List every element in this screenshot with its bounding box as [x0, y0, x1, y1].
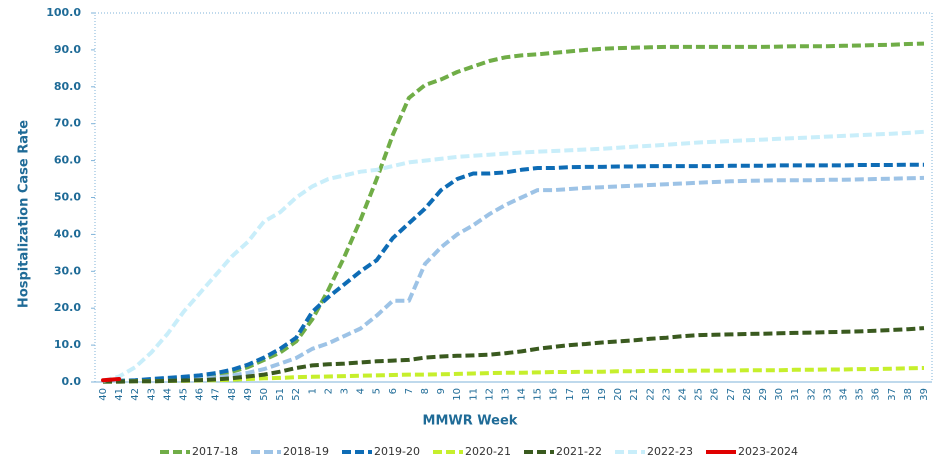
y-tick-label: 80.0 — [54, 80, 81, 93]
x-tick-label: 27 — [726, 388, 737, 401]
x-tick-label: 49 — [243, 388, 254, 401]
x-tick-label: 29 — [758, 388, 769, 401]
x-tick-label: 11 — [468, 388, 479, 401]
x-tick-label: 34 — [838, 388, 849, 401]
x-tick-label: 7 — [404, 388, 415, 394]
y-tick-label: 90.0 — [54, 43, 81, 56]
x-tick-label: 37 — [887, 388, 898, 401]
y-tick-label: 40.0 — [54, 227, 81, 240]
x-tick-label: 5 — [372, 388, 383, 394]
x-tick-label: 4 — [356, 388, 367, 394]
x-tick-label: 43 — [146, 388, 157, 401]
x-tick-label: 33 — [822, 388, 833, 401]
x-tick-label: 18 — [581, 388, 592, 401]
y-axis-title: Hospitalization Case Rate — [17, 120, 32, 308]
x-tick-label: 20 — [613, 388, 624, 401]
plot-border — [94, 12, 933, 383]
series-line — [102, 41, 925, 384]
x-tick-label: 40 — [98, 388, 109, 401]
legend-label: 2017-18 — [192, 445, 238, 458]
x-tick-label: 1 — [307, 388, 318, 394]
series-line — [102, 162, 924, 384]
x-tick-label: 35 — [855, 388, 866, 401]
x-tick-label: 23 — [661, 388, 672, 401]
x-tick-label: 17 — [565, 388, 576, 401]
x-tick-label: 46 — [195, 388, 206, 401]
x-tick-label: 21 — [629, 388, 640, 401]
x-tick-label: 48 — [227, 388, 238, 401]
legend-label: 2021-22 — [556, 445, 602, 458]
x-tick-label: 25 — [694, 388, 705, 401]
x-tick-label: 52 — [291, 388, 302, 401]
y-tick-label: 100.0 — [46, 6, 81, 19]
y-tick-label: 30.0 — [54, 264, 81, 277]
legend-label: 2019-20 — [374, 445, 420, 458]
series-line — [101, 377, 122, 383]
legend-label: 2018-19 — [283, 445, 329, 458]
x-tick-label: 26 — [710, 388, 721, 401]
legend-label: 2020-21 — [465, 445, 511, 458]
x-tick-label: 36 — [871, 388, 882, 401]
x-tick-label: 41 — [114, 388, 125, 401]
x-tick-label: 28 — [742, 388, 753, 401]
x-axis-title: MMWR Week — [423, 414, 518, 429]
x-tick-label: 45 — [179, 388, 190, 401]
x-tick-label: 12 — [484, 388, 495, 401]
series-line — [103, 175, 925, 384]
x-tick-label: 44 — [162, 388, 173, 401]
x-tick-label: 14 — [517, 388, 528, 401]
x-tick-label: 32 — [806, 388, 817, 401]
x-tick-label: 6 — [388, 388, 399, 394]
x-tick-label: 50 — [259, 388, 270, 401]
x-tick-label: 2 — [323, 388, 334, 394]
x-tick-label: 22 — [645, 388, 656, 401]
x-tick-label: 30 — [774, 388, 785, 401]
x-tick-label: 3 — [339, 388, 350, 394]
x-tick-label: 51 — [275, 388, 286, 401]
x-tick-label: 9 — [436, 388, 447, 394]
x-tick-label: 8 — [420, 388, 431, 394]
x-tick-label: 38 — [903, 388, 914, 401]
series-line — [103, 326, 925, 384]
legend-label: 2022-23 — [647, 445, 693, 458]
x-tick-label: 42 — [130, 388, 141, 401]
series-line — [102, 129, 925, 383]
y-tick-label: 0.0 — [62, 375, 82, 388]
x-tick-label: 24 — [678, 388, 689, 401]
legend-label: 2023-2024 — [738, 445, 798, 458]
x-tick-label: 19 — [597, 388, 608, 401]
y-tick-label: 60.0 — [54, 154, 81, 167]
x-tick-label: 16 — [549, 388, 560, 401]
y-tick-label: 70.0 — [54, 117, 81, 130]
x-tick-label: 31 — [790, 388, 801, 401]
x-tick-label: 39 — [919, 388, 930, 401]
x-tick-label: 13 — [500, 388, 511, 401]
x-tick-label: 15 — [533, 388, 544, 401]
y-tick-label: 10.0 — [54, 338, 81, 351]
x-tick-label: 10 — [452, 388, 463, 401]
x-tick-label: 47 — [211, 388, 222, 401]
y-tick-label: 50.0 — [54, 191, 81, 204]
y-tick-label: 20.0 — [54, 301, 81, 314]
